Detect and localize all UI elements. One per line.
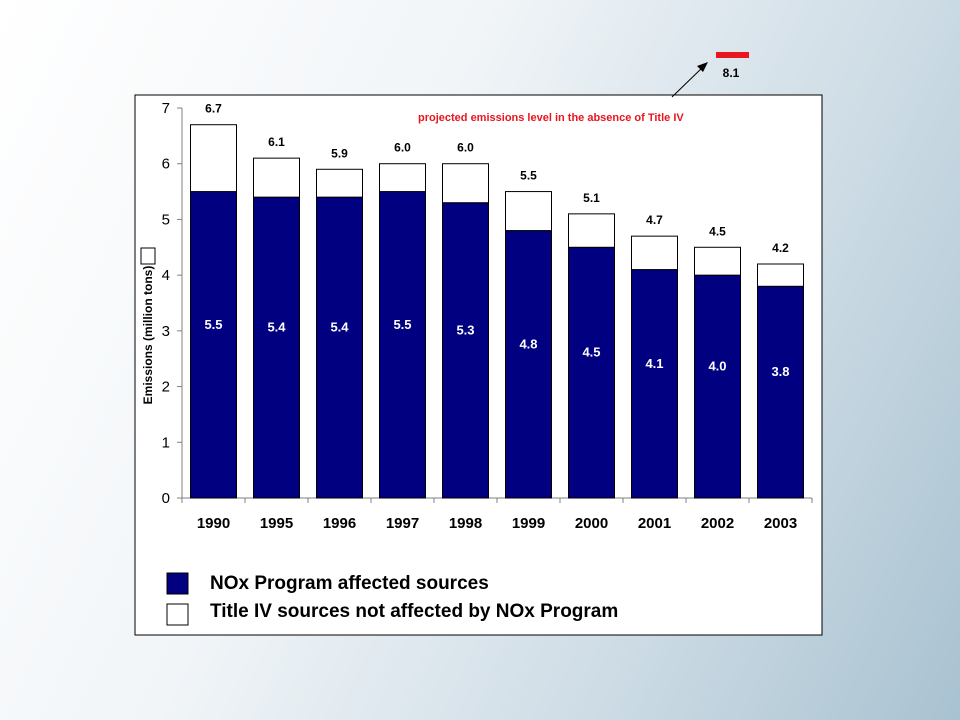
bar-nox-affected (757, 285, 804, 499)
bar-title-iv-unaffected (253, 157, 300, 198)
data-label-nox: 4.1 (645, 356, 663, 371)
data-label-nox: 4.5 (582, 345, 600, 360)
bar-title-iv-unaffected (505, 191, 552, 232)
data-label-nox: 5.5 (204, 317, 222, 332)
data-label-nox: 3.8 (771, 364, 789, 379)
y-axis-title: Emissions (million tons) (141, 266, 155, 405)
x-tick-label: 1990 (197, 515, 230, 532)
data-label-total: 4.2 (772, 241, 789, 255)
bar-title-iv-unaffected (568, 213, 615, 248)
data-label-nox: 5.5 (393, 317, 411, 332)
data-label-total: 6.0 (394, 141, 411, 155)
y-tick-label: 0 (162, 490, 170, 507)
x-tick-label: 2001 (638, 515, 671, 532)
x-tick-label: 1997 (386, 515, 419, 532)
chart-legend: NOx Program affected sources Title IV sou… (166, 572, 618, 626)
bar-title-iv-unaffected (631, 235, 678, 271)
legend-label-title-iv: Title IV sources not affected by NOx Pro… (210, 601, 618, 622)
x-tick-label: 1996 (323, 515, 356, 532)
legend-swatch-title-iv (166, 603, 189, 626)
bar-title-iv-unaffected (442, 163, 489, 204)
data-label-total: 5.9 (331, 146, 348, 160)
data-label-nox: 5.3 (456, 322, 474, 337)
x-tick-label: 2000 (575, 515, 608, 532)
bar-title-iv-unaffected (316, 168, 363, 198)
chart-bars (190, 124, 804, 499)
y-tick-label: 7 (162, 100, 170, 117)
bar-nox-affected (631, 269, 678, 499)
legend-label-nox: NOx Program affected sources (210, 573, 489, 594)
bar-nox-affected (442, 202, 489, 499)
y-tick-label: 3 (162, 323, 170, 340)
bar-title-iv-unaffected (757, 263, 804, 287)
data-label-total: 5.1 (583, 191, 600, 205)
projection-arrow-head (697, 62, 708, 72)
axis-marker-box (140, 247, 156, 265)
x-tick-label: 1998 (449, 515, 482, 532)
y-tick-label: 4 (162, 267, 170, 284)
bar-nox-affected (568, 246, 615, 499)
bar-title-iv-unaffected (190, 124, 237, 193)
y-tick-label: 6 (162, 156, 170, 173)
chart-annotation: projected emissions level in the absence… (418, 52, 749, 124)
legend-swatch-nox (166, 572, 189, 595)
projection-annotation-text: projected emissions level in the absence… (418, 112, 684, 124)
projection-marker (716, 52, 749, 58)
data-label-total: 4.5 (709, 224, 726, 238)
projection-arrow-line (671, 65, 705, 98)
bar-nox-affected (694, 274, 741, 499)
x-tick-label: 2002 (701, 515, 734, 532)
data-label-total: 5.5 (520, 169, 537, 183)
x-tick-label: 1995 (260, 515, 293, 532)
x-tick-label: 2003 (764, 515, 797, 532)
data-label-total: 6.0 (457, 141, 474, 155)
bar-title-iv-unaffected (694, 246, 741, 276)
bar-nox-affected (253, 196, 300, 499)
bar-nox-affected (190, 191, 237, 499)
data-label-total: 4.7 (646, 213, 663, 227)
y-tick-label: 1 (162, 434, 170, 451)
bar-nox-affected (505, 230, 552, 499)
projection-value-label: 8.1 (723, 66, 740, 80)
bar-nox-affected (379, 191, 426, 499)
chart-labels: 1990 5.5 6.7 1995 5.4 6.1 1996 5.4 5.9 1997 5.5 6.0… (197, 102, 797, 532)
data-label-nox: 4.8 (519, 336, 537, 351)
y-tick-label: 5 (162, 211, 170, 228)
bar-nox-affected (316, 196, 363, 499)
bar-title-iv-unaffected (379, 163, 426, 193)
data-label-nox: 5.4 (267, 320, 286, 335)
x-tick-label: 1999 (512, 515, 545, 532)
data-label-total: 6.1 (268, 135, 285, 149)
data-label-nox: 4.0 (708, 359, 726, 374)
y-tick-label: 2 (162, 379, 170, 396)
data-label-nox: 5.4 (330, 320, 349, 335)
data-label-total: 6.7 (205, 102, 222, 116)
